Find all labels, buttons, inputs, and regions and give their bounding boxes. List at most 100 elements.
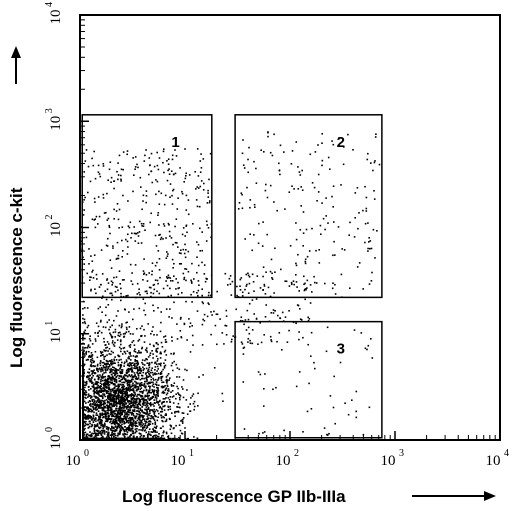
event-point: [167, 158, 170, 160]
event-point: [157, 416, 159, 418]
event-point: [124, 332, 127, 335]
event-point: [99, 321, 102, 323]
event-point: [106, 381, 108, 383]
event-point: [160, 377, 162, 380]
event-point: [132, 190, 134, 193]
event-point: [207, 196, 210, 198]
event-point: [179, 318, 182, 320]
event-point: [130, 374, 133, 376]
event-point: [84, 347, 86, 349]
event-point: [85, 402, 87, 404]
event-point: [244, 238, 246, 240]
event-point: [338, 137, 340, 139]
event-point: [163, 351, 166, 353]
event-point: [98, 437, 100, 440]
event-point: [120, 437, 122, 440]
event-point: [133, 420, 135, 423]
event-point: [140, 335, 143, 338]
event-point: [278, 332, 281, 334]
event-point: [131, 365, 133, 367]
event-point: [97, 307, 100, 310]
event-point: [149, 402, 152, 404]
event-point: [261, 245, 264, 247]
event-point: [142, 366, 144, 369]
event-point: [166, 385, 169, 387]
event-point: [157, 250, 160, 252]
event-point: [131, 432, 134, 434]
event-point: [82, 380, 84, 383]
event-point: [82, 415, 84, 417]
event-point: [167, 406, 170, 409]
event-point: [165, 381, 168, 383]
event-point: [295, 385, 298, 388]
svg-text:10: 10: [48, 116, 64, 131]
event-point: [131, 384, 134, 386]
event-point: [171, 340, 173, 342]
event-point: [101, 390, 104, 393]
event-point: [82, 372, 84, 375]
event-point: [92, 417, 95, 419]
event-point: [185, 268, 188, 270]
event-point: [143, 364, 146, 366]
event-point: [142, 225, 145, 227]
event-point: [97, 434, 100, 436]
event-point: [83, 392, 86, 394]
event-point: [124, 393, 127, 396]
event-point: [91, 343, 94, 345]
event-point: [93, 395, 95, 397]
event-point: [368, 237, 370, 239]
event-point: [136, 355, 138, 358]
event-point: [129, 333, 132, 335]
event-point: [122, 396, 125, 399]
event-point: [145, 367, 148, 370]
event-point: [143, 435, 146, 437]
event-point: [123, 430, 126, 433]
event-point: [95, 322, 98, 324]
event-point: [127, 363, 129, 365]
event-point: [125, 374, 128, 377]
event-point: [104, 368, 106, 371]
event-point: [216, 290, 218, 293]
event-point: [91, 410, 94, 412]
event-point: [274, 271, 276, 273]
event-point: [104, 369, 107, 372]
event-point: [98, 394, 101, 397]
event-point: [105, 383, 107, 386]
event-point: [122, 434, 125, 436]
event-point: [126, 360, 128, 363]
event-point: [82, 346, 84, 349]
event-point: [143, 418, 145, 420]
event-point: [161, 401, 163, 404]
svg-text:10: 10: [381, 453, 396, 469]
event-point: [302, 431, 304, 433]
event-point: [104, 314, 107, 317]
event-point: [97, 392, 100, 395]
svg-text:10: 10: [48, 328, 64, 343]
event-point: [195, 199, 198, 201]
event-point: [143, 415, 145, 417]
event-point: [102, 361, 105, 364]
event-point: [119, 283, 121, 285]
event-point: [88, 356, 90, 358]
event-point: [146, 402, 148, 404]
event-point: [126, 433, 128, 436]
event-point: [191, 334, 194, 337]
event-point: [112, 340, 114, 342]
event-point: [116, 403, 118, 405]
event-point: [106, 192, 108, 195]
event-point: [157, 395, 159, 397]
event-point: [332, 282, 334, 284]
event-point: [153, 386, 155, 388]
event-point: [120, 390, 122, 393]
event-point: [121, 369, 124, 371]
event-point: [101, 368, 104, 370]
gates: 1 23: [81, 114, 383, 439]
event-point: [83, 353, 86, 355]
event-point: [82, 342, 84, 345]
event-point: [160, 321, 162, 324]
event-point: [182, 388, 184, 390]
event-point: [368, 241, 370, 243]
event-point: [147, 385, 150, 387]
event-point: [372, 169, 374, 172]
